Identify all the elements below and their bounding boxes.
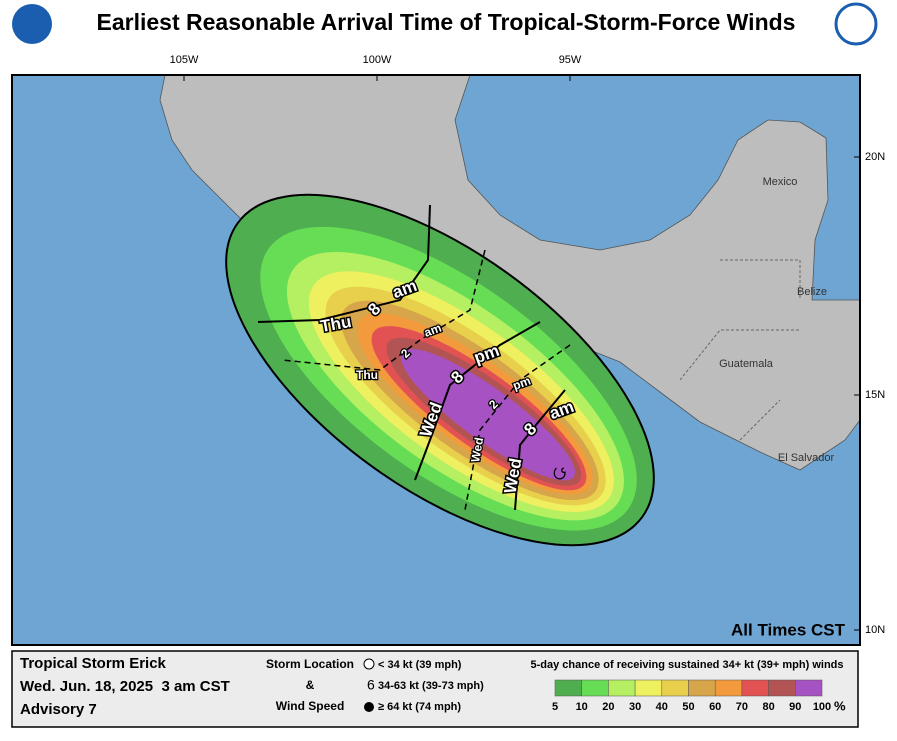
scale-box <box>554 679 582 697</box>
title: Earliest Reasonable Arrival Time of Trop… <box>97 9 796 35</box>
lon-label: 95W <box>559 54 582 66</box>
arrival-label: Thu <box>356 368 378 382</box>
scale-box <box>634 679 663 697</box>
key-symbol <box>363 658 375 670</box>
arrival-contours <box>257 204 566 511</box>
scale-label: 70 <box>736 701 748 713</box>
key-item: < 34 kt (39 mph) <box>378 659 462 671</box>
place-label: Mexico <box>763 176 798 188</box>
lat-label: 20N <box>865 151 885 163</box>
place-label: Guatemala <box>719 358 774 370</box>
storm-name: Tropical Storm Erick <box>20 655 167 672</box>
key-title: & <box>306 678 315 692</box>
borders <box>679 259 801 441</box>
scale-label: 50 <box>682 701 694 713</box>
lon-label: 100W <box>363 54 392 66</box>
map: ၒ All Times CST <box>11 74 861 646</box>
arrival-contours-dashed <box>281 249 571 511</box>
time-note: All Times CST <box>731 620 846 639</box>
scale-box <box>714 679 743 697</box>
map-frame <box>11 74 861 646</box>
arrival-label: Wed <box>468 436 486 463</box>
scale-label: 100 <box>813 701 831 713</box>
scale-box <box>661 679 689 697</box>
key-item: ≥ 64 kt (74 mph) <box>378 701 461 713</box>
lat-label: 15N <box>865 389 885 401</box>
advisory-time: Wed. Jun. 18, 2025 3 am CST <box>20 678 230 695</box>
scale-label: 5 <box>552 701 558 713</box>
scale-label: 40 <box>656 701 668 713</box>
scale-box <box>795 679 823 697</box>
scale-box <box>741 679 769 697</box>
place-label: El Salvador <box>778 452 835 464</box>
place-label: Belize <box>797 286 827 298</box>
scale-label: 90 <box>789 701 801 713</box>
scale-label: 80 <box>762 701 774 713</box>
key-symbol: 6 <box>367 677 375 693</box>
scale-box <box>768 679 796 697</box>
nws-logo <box>834 2 878 46</box>
noaa-logo <box>12 4 52 44</box>
scale-label: 60 <box>709 701 721 713</box>
scale-label: 20 <box>602 701 614 713</box>
arrival-label: pm <box>511 374 533 393</box>
lon-label: 105W <box>170 54 199 66</box>
scale-title: 5-day chance of receiving sustained 34+ … <box>531 659 844 671</box>
key-symbol <box>364 702 374 712</box>
scale-box <box>688 679 716 697</box>
advisory: Advisory 7 <box>20 701 97 718</box>
scale-label: 10 <box>576 701 588 713</box>
key-title: Storm Location <box>266 657 354 671</box>
swath <box>225 193 655 547</box>
scale-box <box>608 679 636 697</box>
scale-unit: % <box>834 698 846 713</box>
key-title: Wind Speed <box>276 699 345 713</box>
key-item: 34-63 kt (39-73 mph) <box>378 680 484 692</box>
scale-label: 30 <box>629 701 641 713</box>
storm-symbol: ၒ <box>553 455 568 485</box>
lat-label: 10N <box>865 624 885 636</box>
scale-box <box>581 679 609 697</box>
